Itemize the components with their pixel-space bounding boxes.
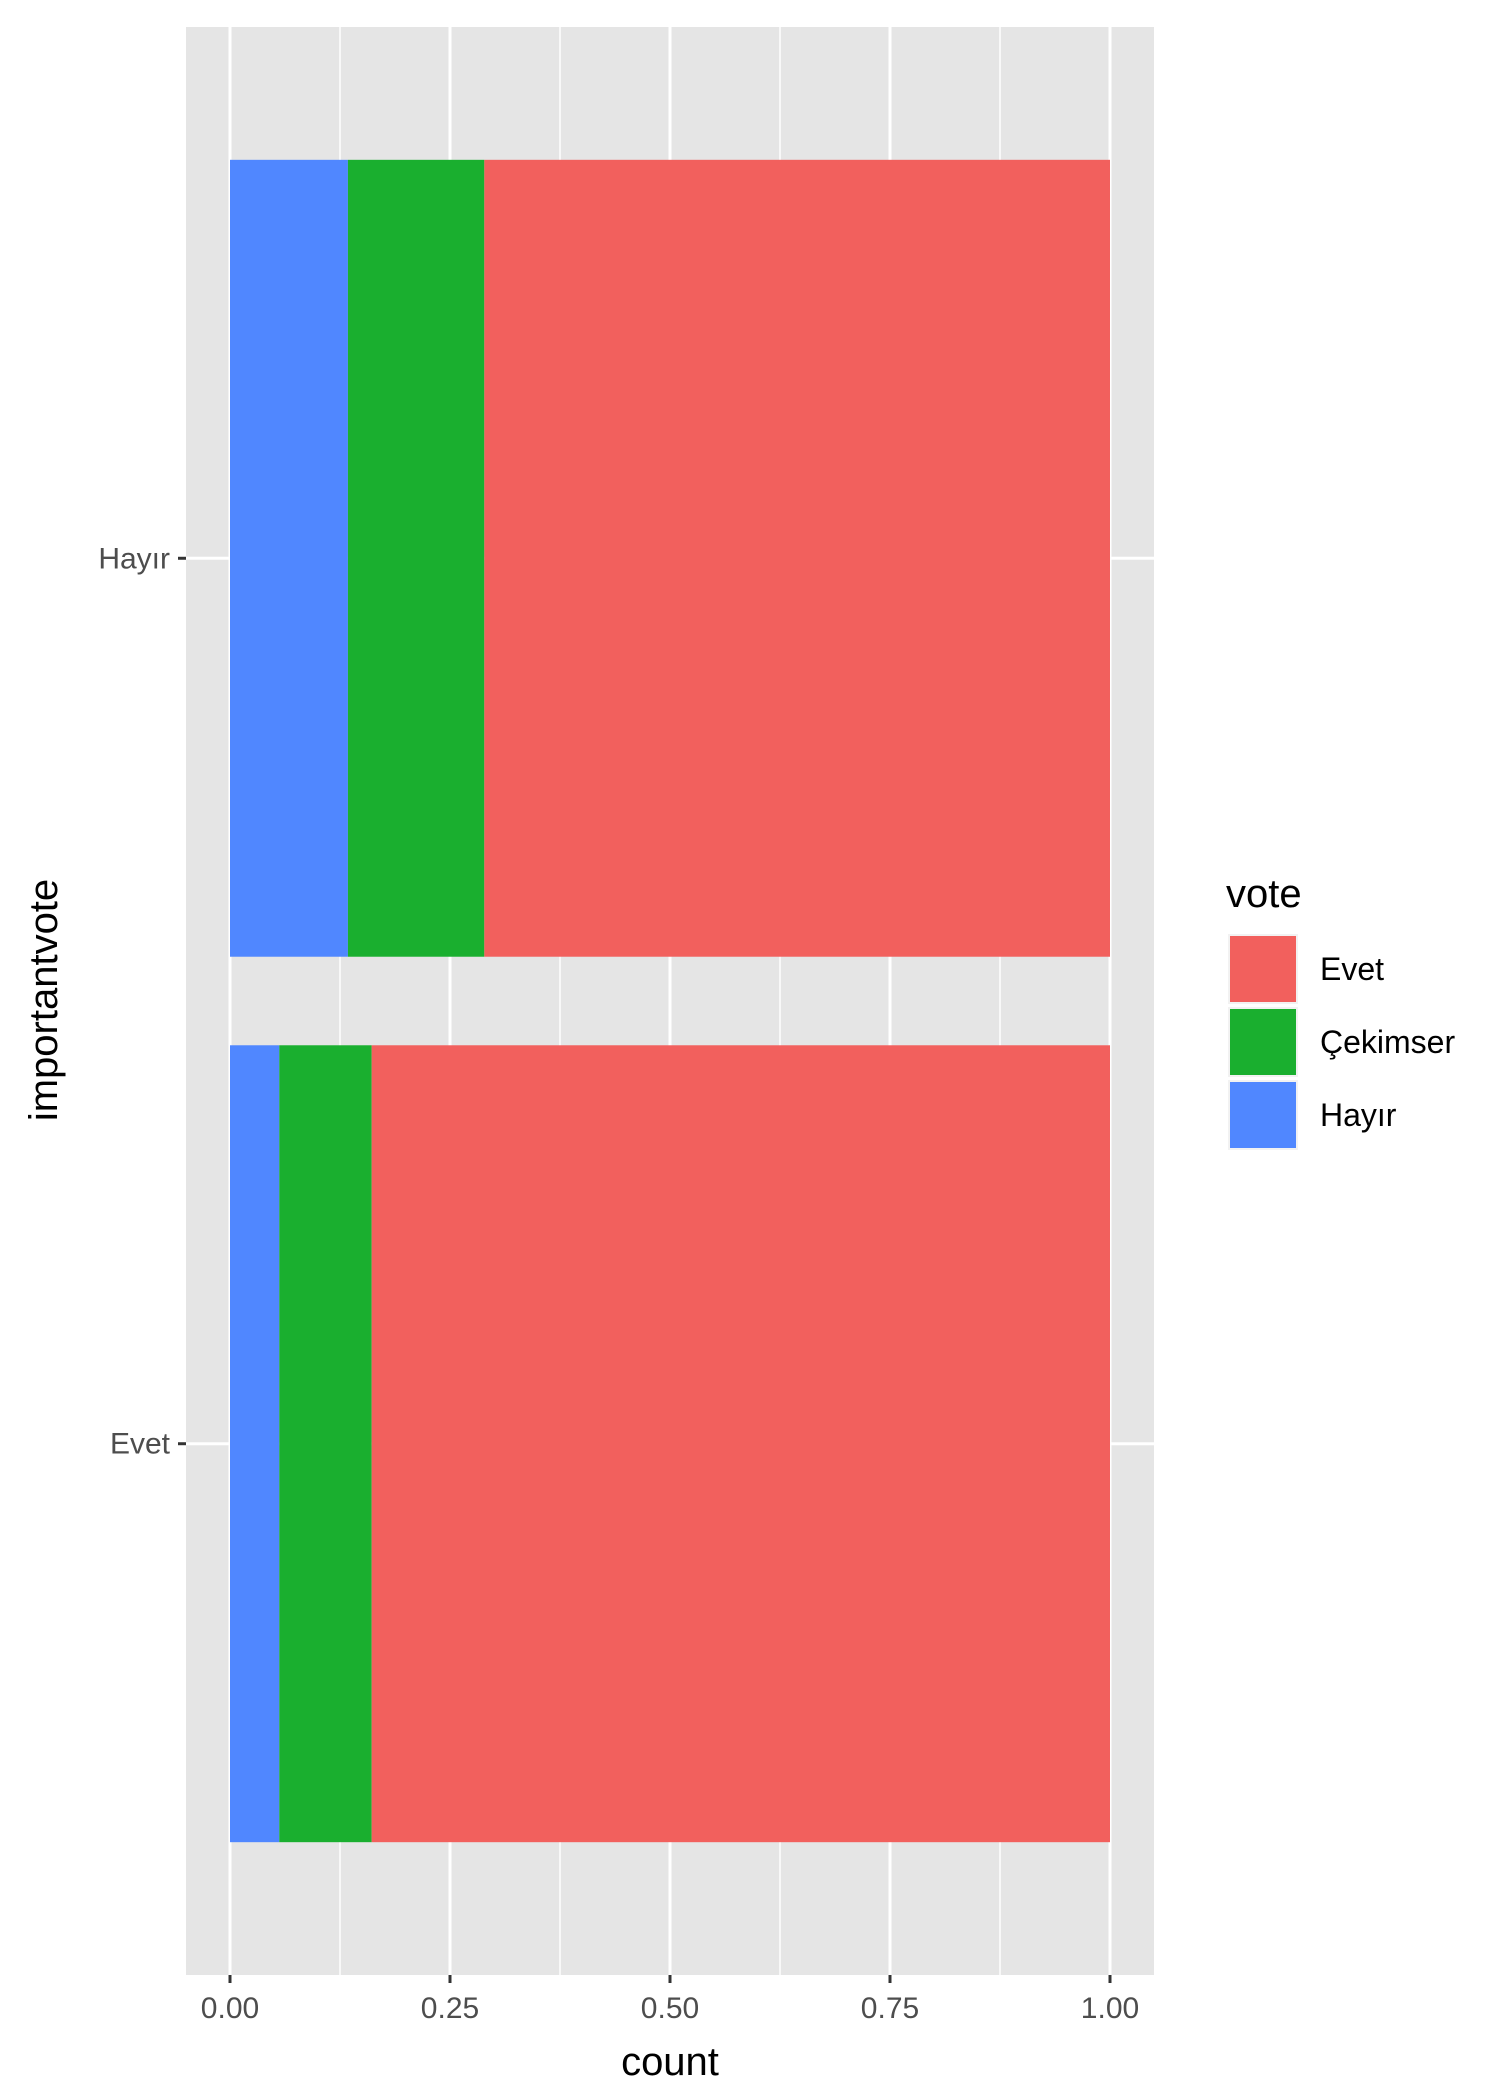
y-tick-label: Hayır — [98, 542, 170, 575]
legend-label: Çekimser — [1320, 1024, 1455, 1060]
bars — [230, 159, 1110, 1843]
y-axis-title: importantvote — [22, 879, 66, 1121]
bar-segment-hay-r--ekimser — [347, 159, 485, 957]
bar-segment-hay-r-evet — [484, 159, 1110, 957]
bar-segment-hay-r-hay-r — [230, 159, 348, 957]
x-axis-title: count — [621, 2040, 719, 2084]
legend-title: vote — [1226, 872, 1302, 916]
legend-swatch — [1230, 936, 1296, 1002]
legend-swatch — [1230, 1009, 1296, 1075]
y-axis: Evet Hayır — [98, 542, 186, 1461]
x-axis: 0.00 0.25 0.50 0.75 1.00 — [201, 1975, 1139, 2025]
legend-swatch — [1230, 1082, 1296, 1148]
bar-segment-evet-hay-r — [230, 1045, 280, 1843]
x-tick-label: 1.00 — [1081, 1992, 1139, 2025]
x-tick-label: 0.75 — [861, 1992, 919, 2025]
legend-label: Evet — [1320, 951, 1384, 987]
x-tick-label: 0.50 — [641, 1992, 699, 2025]
legend: vote Evet Çekimser Hayır — [1226, 872, 1455, 1150]
legend-label: Hayır — [1320, 1097, 1397, 1133]
x-tick-label: 0.00 — [201, 1992, 259, 2025]
y-tick-label: Evet — [110, 1428, 171, 1461]
x-tick-label: 0.25 — [421, 1992, 479, 2025]
bar-segment-evet--ekimser — [279, 1045, 372, 1843]
bar-segment-evet-evet — [371, 1045, 1110, 1843]
